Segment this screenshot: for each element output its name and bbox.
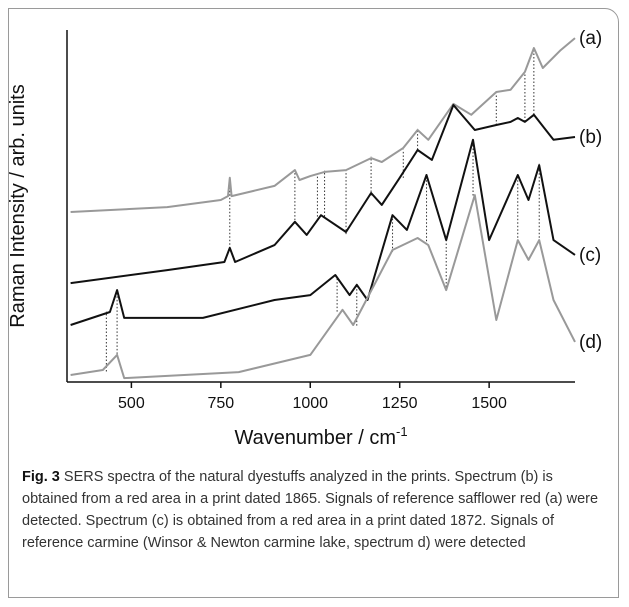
spectrum-line xyxy=(70,37,576,213)
x-tick-label: 1000 xyxy=(292,395,328,412)
chart: Raman Intensity / arb. units Wavenumber … xyxy=(7,28,602,449)
series-label: (a) xyxy=(579,28,602,49)
series-label: (d) xyxy=(579,332,602,353)
caption-text: SERS spectra of the natural dyestuffs an… xyxy=(22,469,599,551)
spectrum-line xyxy=(70,194,576,380)
x-axis-label-text: Wavenumber / cm xyxy=(234,427,396,449)
series-label: (c) xyxy=(579,245,601,266)
x-tick-label: 1250 xyxy=(382,395,418,412)
spectrum-line xyxy=(70,138,576,326)
figure-frame xyxy=(8,8,619,598)
series-label: (b) xyxy=(579,127,602,148)
spectrum-line xyxy=(70,104,576,285)
x-tick-label: 750 xyxy=(207,395,234,412)
caption-label: Fig. 3 xyxy=(22,469,60,485)
y-axis-label: Raman Intensity / arb. units xyxy=(7,84,29,327)
caption: Fig. 3 SERS spectra of the natural dyest… xyxy=(22,466,612,554)
x-tick-label: 500 xyxy=(118,395,145,412)
x-axis-label: Wavenumber / cm-1 xyxy=(234,424,407,449)
x-tick-label: 1500 xyxy=(471,395,507,412)
x-axis-label-sup: -1 xyxy=(396,424,408,439)
